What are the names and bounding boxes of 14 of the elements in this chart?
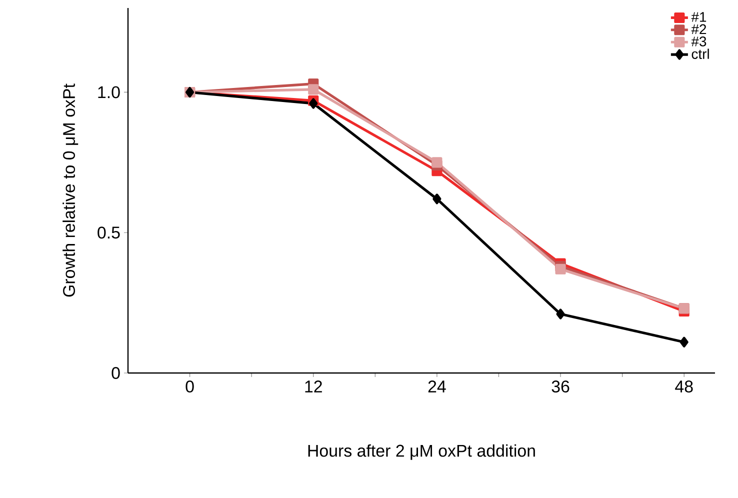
- x-tick-label: 0: [186, 380, 194, 393]
- y-tick-label: 0: [112, 367, 120, 379]
- x-tick-label: 12: [305, 380, 322, 392]
- y-tick-label: 0.5: [98, 226, 120, 239]
- x-axis-title: Hours after 2 μM oxPt addition: [308, 444, 535, 460]
- y-tick-label: 1.0: [98, 86, 120, 98]
- legend-label: ctrl: [692, 48, 709, 59]
- x-tick-label: 24: [428, 380, 446, 392]
- y-axis-title: Growth relative to 0 μM oxPt: [62, 84, 78, 297]
- legend-label: #3: [691, 36, 706, 46]
- legend-label: #1: [691, 12, 706, 22]
- x-tick-label: 48: [675, 380, 693, 393]
- x-tick-label: 36: [552, 380, 570, 393]
- legend-label: #2: [691, 24, 706, 34]
